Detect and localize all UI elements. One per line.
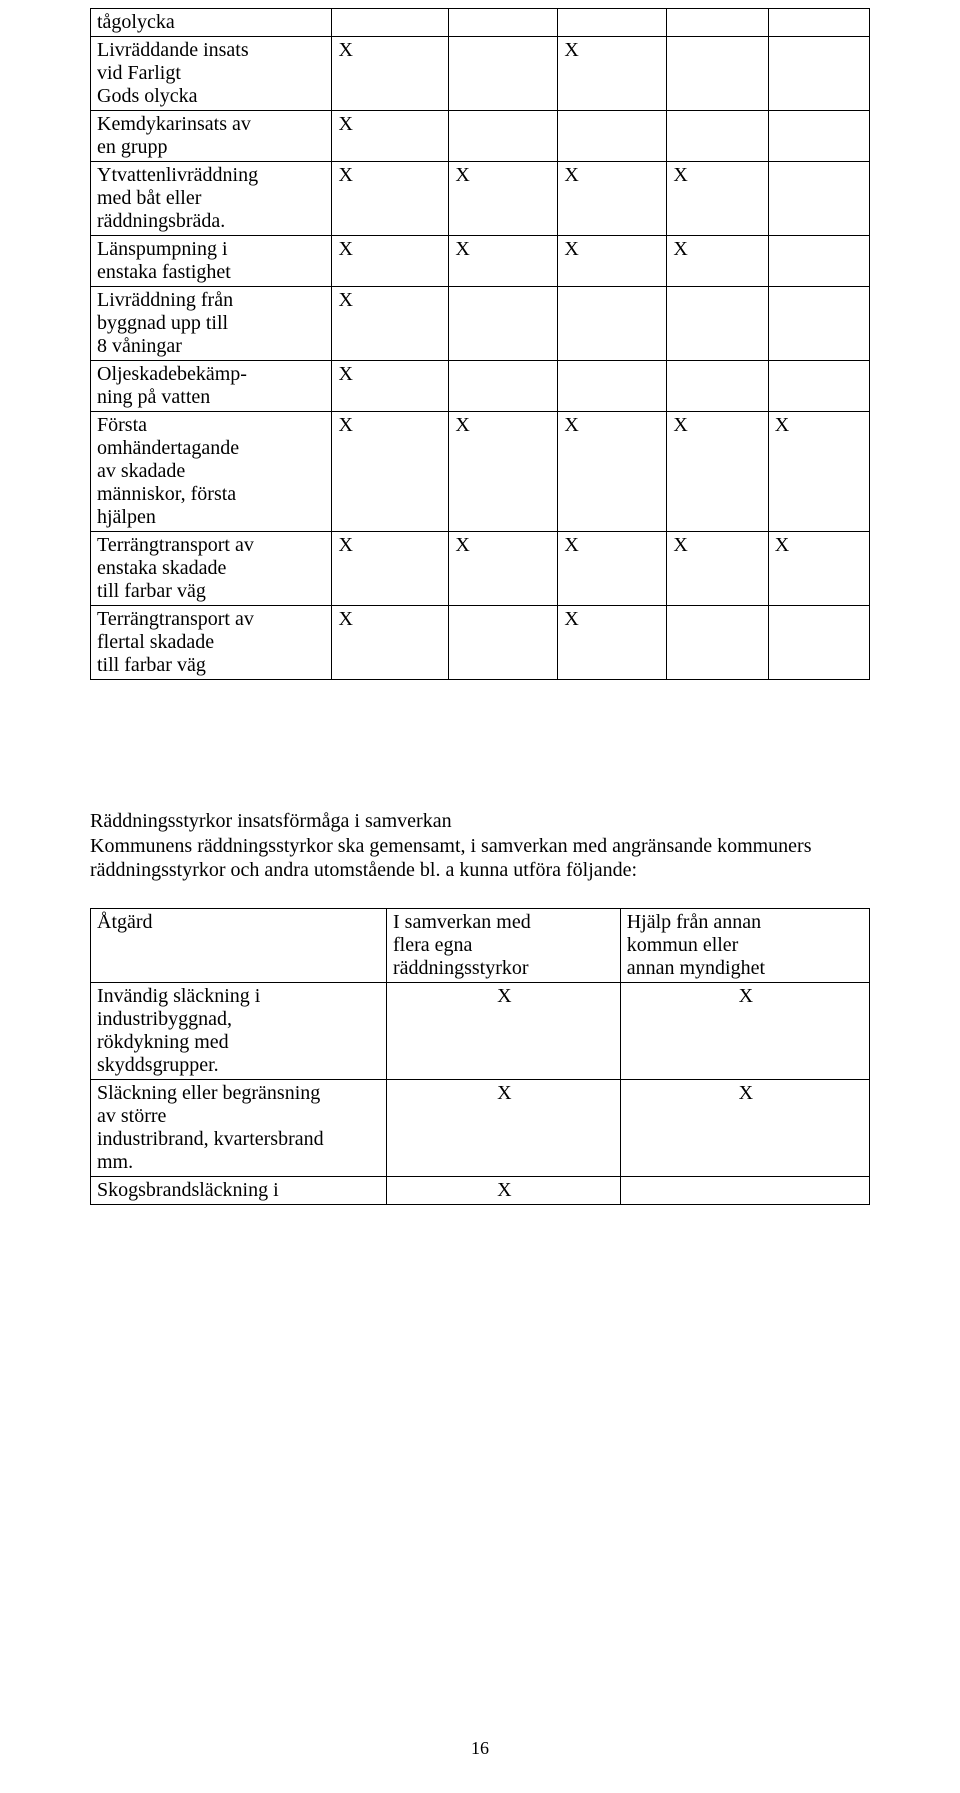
mark-cell: X — [332, 412, 449, 532]
mark-cell — [667, 9, 768, 37]
table-row: Terrängtransport avenstaka skadadetill f… — [91, 532, 870, 606]
mark-cell — [667, 361, 768, 412]
mark-cell — [620, 1177, 869, 1205]
mark-cell: X — [387, 1080, 621, 1177]
mark-cell: X — [332, 162, 449, 236]
mark-cell — [449, 9, 558, 37]
mark-cell: X — [620, 1080, 869, 1177]
row-label: Terrängtransport avenstaka skadadetill f… — [91, 532, 332, 606]
row-label: Oljeskadebekämp-ning på vatten — [91, 361, 332, 412]
capability-table: tågolyckaLivräddande insatsvid FarligtGo… — [90, 8, 870, 680]
mark-cell: X — [332, 37, 449, 111]
column-header: I samverkan medflera egnaräddningsstyrko… — [387, 909, 621, 983]
table-header-row: ÅtgärdI samverkan medflera egnaräddnings… — [91, 909, 870, 983]
mark-cell — [449, 37, 558, 111]
mark-cell: X — [558, 236, 667, 287]
mark-cell: X — [387, 983, 621, 1080]
mark-cell — [449, 111, 558, 162]
page: tågolyckaLivräddande insatsvid FarligtGo… — [0, 0, 960, 1793]
mark-cell: X — [558, 412, 667, 532]
row-label: Länspumpning ienstaka fastighet — [91, 236, 332, 287]
mark-cell — [667, 606, 768, 680]
table-row: Förstaomhändertagandeav skadademänniskor… — [91, 412, 870, 532]
mark-cell: X — [332, 361, 449, 412]
mark-cell: X — [449, 532, 558, 606]
mark-cell: X — [620, 983, 869, 1080]
table-row: Kemdykarinsats aven gruppX — [91, 111, 870, 162]
mark-cell — [768, 162, 869, 236]
mark-cell — [768, 236, 869, 287]
mark-cell: X — [387, 1177, 621, 1205]
row-label: Ytvattenlivräddningmed båt ellerräddning… — [91, 162, 332, 236]
section-body: Kommunens räddningsstyrkor ska gemensamt… — [90, 835, 870, 882]
mark-cell — [768, 111, 869, 162]
mark-cell: X — [449, 236, 558, 287]
mark-cell: X — [667, 412, 768, 532]
mark-cell: X — [558, 37, 667, 111]
spacer — [90, 680, 870, 810]
spacer — [90, 882, 870, 908]
mark-cell: X — [667, 162, 768, 236]
mark-cell — [768, 9, 869, 37]
table-row: Länspumpning ienstaka fastighetXXXX — [91, 236, 870, 287]
table-row: Oljeskadebekämp-ning på vattenX — [91, 361, 870, 412]
mark-cell: X — [332, 111, 449, 162]
mark-cell: X — [332, 532, 449, 606]
mark-cell — [768, 37, 869, 111]
row-label: Terrängtransport avflertal skadadetill f… — [91, 606, 332, 680]
row-label: Livräddande insatsvid FarligtGods olycka — [91, 37, 332, 111]
mark-cell — [449, 606, 558, 680]
mark-cell: X — [332, 287, 449, 361]
column-header: Åtgärd — [91, 909, 387, 983]
mark-cell — [558, 287, 667, 361]
mark-cell: X — [768, 412, 869, 532]
mark-cell — [332, 9, 449, 37]
page-number: 16 — [0, 1738, 960, 1759]
row-label: Invändig släckning iindustribyggnad,rökd… — [91, 983, 387, 1080]
mark-cell — [449, 287, 558, 361]
row-label: Kemdykarinsats aven grupp — [91, 111, 332, 162]
mark-cell — [449, 361, 558, 412]
mark-cell: X — [449, 412, 558, 532]
mark-cell — [558, 111, 667, 162]
row-label: Förstaomhändertagandeav skadademänniskor… — [91, 412, 332, 532]
table-row: Ytvattenlivräddningmed båt ellerräddning… — [91, 162, 870, 236]
mark-cell: X — [332, 236, 449, 287]
mark-cell — [768, 361, 869, 412]
mark-cell: X — [449, 162, 558, 236]
mark-cell — [768, 287, 869, 361]
cooperation-table: ÅtgärdI samverkan medflera egnaräddnings… — [90, 908, 870, 1205]
mark-cell: X — [667, 532, 768, 606]
mark-cell — [667, 287, 768, 361]
mark-cell — [667, 111, 768, 162]
row-label: tågolycka — [91, 9, 332, 37]
mark-cell: X — [558, 606, 667, 680]
table-row: tågolycka — [91, 9, 870, 37]
mark-cell: X — [332, 606, 449, 680]
table-row: Skogsbrandsläckning iX — [91, 1177, 870, 1205]
mark-cell — [558, 361, 667, 412]
mark-cell: X — [558, 162, 667, 236]
mark-cell: X — [558, 532, 667, 606]
table-row: Livräddning frånbyggnad upp till8 våning… — [91, 287, 870, 361]
mark-cell — [558, 9, 667, 37]
table-row: Invändig släckning iindustribyggnad,rökd… — [91, 983, 870, 1080]
section-heading: Räddningsstyrkor insatsförmåga i samverk… — [90, 810, 870, 833]
mark-cell: X — [667, 236, 768, 287]
table-row: Terrängtransport avflertal skadadetill f… — [91, 606, 870, 680]
table-row: Livräddande insatsvid FarligtGods olycka… — [91, 37, 870, 111]
column-header: Hjälp från annankommun ellerannan myndig… — [620, 909, 869, 983]
mark-cell — [768, 606, 869, 680]
row-label: Skogsbrandsläckning i — [91, 1177, 387, 1205]
mark-cell: X — [768, 532, 869, 606]
row-label: Släckning eller begränsningav störreindu… — [91, 1080, 387, 1177]
table-row: Släckning eller begränsningav störreindu… — [91, 1080, 870, 1177]
mark-cell — [667, 37, 768, 111]
row-label: Livräddning frånbyggnad upp till8 våning… — [91, 287, 332, 361]
